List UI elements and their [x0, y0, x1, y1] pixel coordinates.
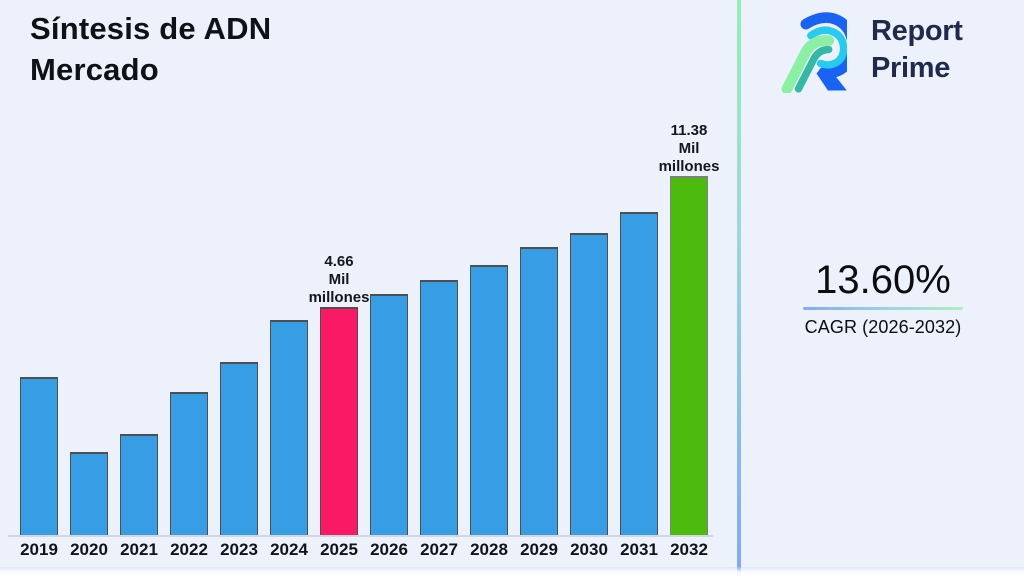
x-tick-2024: 2024 — [270, 540, 308, 559]
x-tick-2027: 2027 — [420, 540, 458, 559]
cagr-block: 13.60% CAGR (2026-2032) — [772, 256, 994, 338]
x-tick-2025: 2025 — [320, 540, 358, 559]
panel-separator-line — [737, 0, 741, 576]
x-tick-2028: 2028 — [470, 540, 508, 559]
bar-2028 — [470, 265, 508, 537]
bar-value-label-2032: 11.38 Mil millones — [658, 122, 720, 175]
bar-slot-2027 — [414, 280, 464, 537]
page-title-line2: Mercado — [30, 52, 159, 87]
x-tick-2032: 2032 — [670, 540, 708, 559]
bar-slot-2032: 11.38 Mil millones — [659, 122, 719, 537]
bar-slot-2020 — [64, 452, 114, 537]
bar-slot-2025: 4.66 Mil millones — [309, 253, 369, 537]
bar-chart: 4.66 Mil millones 11.38 Mil millones — [14, 122, 719, 537]
bar-slot-2031 — [614, 212, 664, 537]
bar-value-label-2025: 4.66 Mil millones — [308, 253, 370, 306]
x-tick-2023: 2023 — [220, 540, 258, 559]
bar-2027 — [420, 280, 458, 537]
bar-slot-2028 — [464, 265, 514, 537]
bar-2022 — [170, 392, 208, 537]
bottom-edge-highlight — [0, 567, 1024, 576]
bar-slot-2024 — [264, 320, 314, 537]
bar-2025 — [320, 307, 358, 537]
brand-logo: Report Prime — [781, 11, 963, 93]
bar-2030 — [570, 233, 608, 537]
bar-2023 — [220, 362, 258, 537]
bar-2026 — [370, 294, 408, 537]
brand-name-line2: Prime — [871, 52, 951, 84]
bar-2021 — [120, 434, 158, 537]
bar-2020 — [70, 452, 108, 537]
bar-2032 — [670, 176, 708, 537]
x-tick-2022: 2022 — [170, 540, 208, 559]
brand-name-line1: Report — [871, 15, 963, 47]
bar-slot-2029 — [514, 247, 564, 537]
brand-logo-text: Report Prime — [871, 13, 963, 87]
x-axis-tick-labels: 2019 2020 2021 2022 2023 2024 2025 2026 2027 2028… — [14, 540, 714, 560]
page-title-line1: Síntesis de ADN — [30, 11, 272, 46]
report-prime-logo-icon — [781, 12, 847, 93]
page-title: Síntesis de ADN Mercado — [30, 8, 271, 90]
bar-slot-2023 — [214, 362, 264, 537]
cagr-value: 13.60% — [815, 258, 951, 302]
bar-slot-2030 — [564, 233, 614, 537]
x-tick-2029: 2029 — [520, 540, 558, 559]
bar-slot-2021 — [114, 434, 164, 537]
cagr-underline — [803, 307, 963, 310]
bar-slot-2022 — [164, 392, 214, 537]
bar-2031 — [620, 212, 658, 537]
x-tick-2031: 2031 — [620, 540, 658, 559]
bar-2029 — [520, 247, 558, 537]
bar-2024 — [270, 320, 308, 537]
bar-slot-2019 — [14, 377, 64, 537]
x-tick-2020: 2020 — [70, 540, 108, 559]
x-axis-line — [8, 535, 713, 537]
x-tick-2026: 2026 — [370, 540, 408, 559]
x-tick-2019: 2019 — [20, 540, 58, 559]
x-tick-2030: 2030 — [570, 540, 608, 559]
bar-slot-2026 — [364, 294, 414, 537]
bar-2019 — [20, 377, 58, 537]
cagr-label: CAGR (2026-2032) — [804, 317, 962, 337]
x-tick-2021: 2021 — [120, 540, 158, 559]
